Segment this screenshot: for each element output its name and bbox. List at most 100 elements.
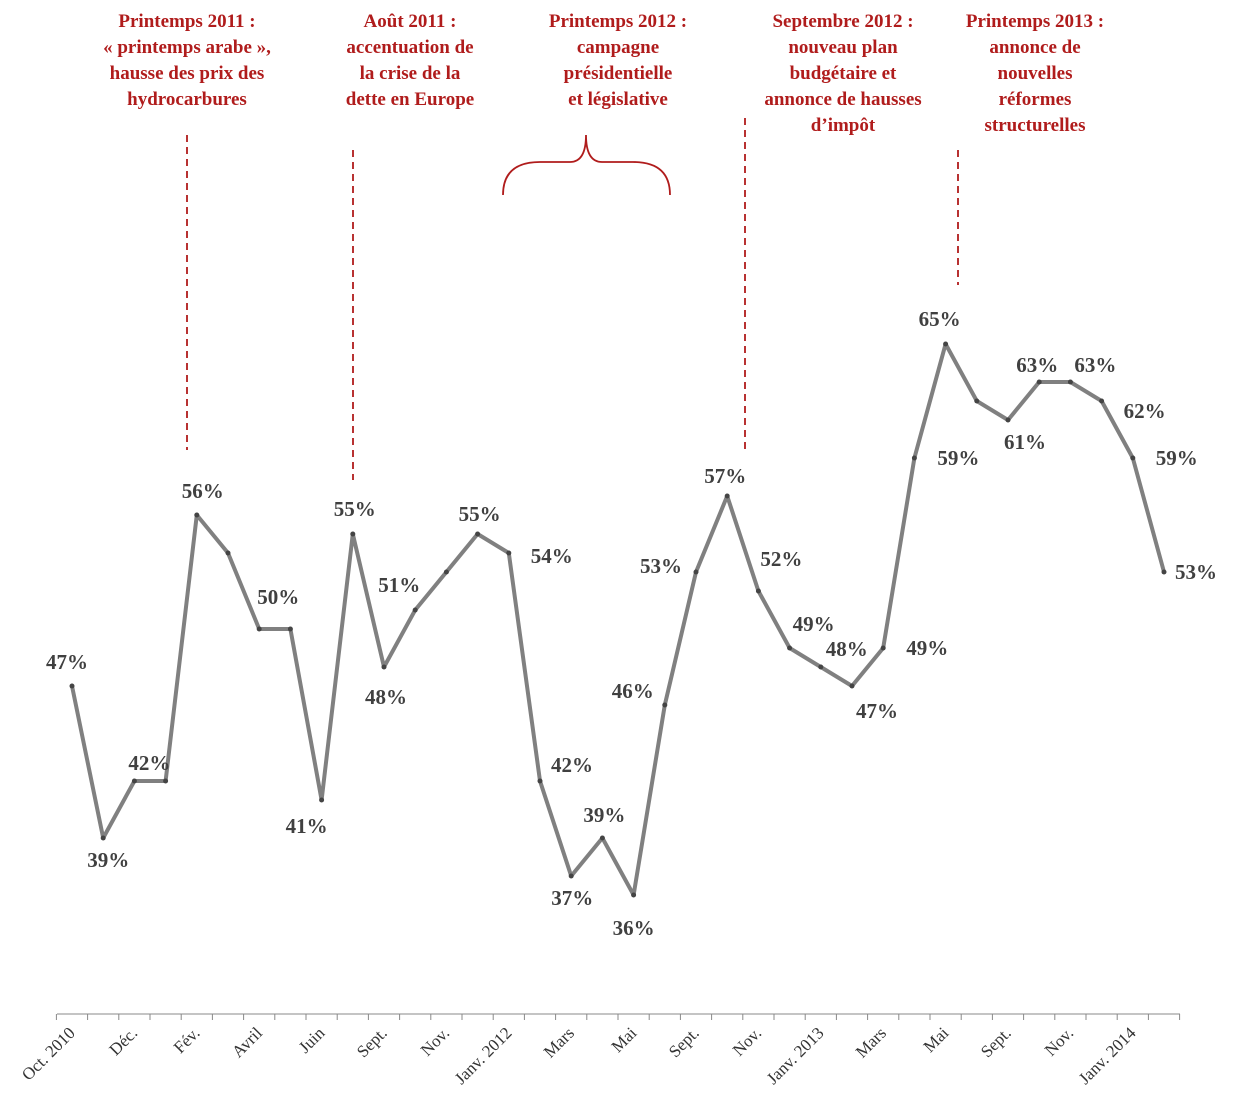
data-point bbox=[880, 645, 886, 651]
data-point bbox=[1036, 379, 1042, 385]
x-tick-label: Sept. bbox=[665, 1023, 703, 1061]
data-label: 56% bbox=[182, 479, 224, 503]
data-label: 36% bbox=[613, 916, 655, 940]
data-point bbox=[599, 835, 605, 841]
data-label: 42% bbox=[551, 753, 593, 777]
data-point bbox=[131, 778, 137, 784]
x-tick-label: Fév. bbox=[170, 1023, 204, 1057]
data-point bbox=[443, 569, 449, 575]
x-tick-label: Avril bbox=[228, 1023, 266, 1061]
x-tick-label: Janv. 2012 bbox=[451, 1023, 516, 1088]
data-point bbox=[1099, 398, 1105, 404]
annotation-text: et législative bbox=[568, 89, 668, 110]
data-point bbox=[631, 892, 637, 898]
annotation-text: annonce de bbox=[989, 37, 1080, 58]
data-label: 61% bbox=[1004, 430, 1046, 454]
data-point bbox=[194, 512, 200, 518]
annotation-text: structurelles bbox=[985, 115, 1086, 136]
data-point bbox=[69, 683, 75, 689]
annotation-text: hausse des prix des bbox=[110, 63, 265, 84]
data-label: 49% bbox=[793, 612, 835, 636]
data-label: 62% bbox=[1124, 399, 1166, 423]
data-label: 52% bbox=[760, 547, 802, 571]
annotation-text: hydrocarbures bbox=[127, 89, 247, 110]
data-point bbox=[662, 702, 668, 708]
data-point bbox=[350, 531, 356, 537]
data-point bbox=[287, 626, 293, 632]
x-tick-label: Nov. bbox=[729, 1023, 765, 1059]
data-point bbox=[974, 398, 980, 404]
data-label: 39% bbox=[583, 803, 625, 827]
data-label: 50% bbox=[257, 585, 299, 609]
data-label: 59% bbox=[937, 446, 979, 470]
data-point bbox=[319, 797, 325, 803]
data-label: 65% bbox=[919, 307, 961, 331]
data-label: 47% bbox=[856, 699, 898, 723]
annotation-text: budgétaire et bbox=[790, 63, 897, 84]
data-label: 46% bbox=[612, 679, 654, 703]
annotation-text: accentuation de bbox=[346, 37, 473, 58]
data-label: 47% bbox=[46, 650, 88, 674]
data-label: 41% bbox=[286, 814, 328, 838]
data-label: 63% bbox=[1074, 353, 1116, 377]
data-label: 54% bbox=[531, 544, 573, 568]
annotation-markers bbox=[186, 118, 959, 480]
data-point bbox=[818, 664, 824, 670]
x-tick-label: Nov. bbox=[1041, 1023, 1077, 1059]
data-point bbox=[163, 778, 169, 784]
data-label: 37% bbox=[551, 886, 593, 910]
data-label: 51% bbox=[378, 573, 420, 597]
data-label: 57% bbox=[704, 464, 746, 488]
data-point bbox=[693, 569, 699, 575]
data-label: 39% bbox=[87, 848, 129, 872]
x-tick-label: Sept. bbox=[353, 1023, 391, 1061]
data-point bbox=[724, 493, 730, 499]
data-point bbox=[537, 778, 543, 784]
annotation-text: campagne bbox=[577, 37, 659, 58]
data-point bbox=[412, 607, 418, 613]
x-tick-label: Juin bbox=[295, 1023, 329, 1057]
annotation-text: Printemps 2012 : bbox=[549, 11, 687, 32]
data-point bbox=[943, 341, 949, 347]
annotation-text: la crise de la bbox=[360, 63, 461, 84]
data-point bbox=[256, 626, 262, 632]
data-label: 53% bbox=[640, 554, 682, 578]
data-label: 55% bbox=[459, 502, 501, 526]
annotation-text: « printemps arabe », bbox=[103, 37, 271, 58]
annotation-text: présidentielle bbox=[564, 63, 673, 84]
data-label: 53% bbox=[1175, 560, 1217, 584]
x-tick-label: Nov. bbox=[417, 1023, 453, 1059]
data-point bbox=[475, 531, 481, 537]
annotation-text: Septembre 2012 : bbox=[772, 11, 913, 32]
annotation-text: Printemps 2011 : bbox=[118, 11, 255, 32]
annotation-text: réformes bbox=[999, 89, 1072, 110]
annotation-text: Printemps 2013 : bbox=[966, 11, 1104, 32]
x-tick-label: Déc. bbox=[105, 1023, 141, 1059]
data-point bbox=[381, 664, 387, 670]
annotation-text: nouveau plan bbox=[788, 37, 898, 58]
annotation-text: d’impôt bbox=[811, 115, 876, 136]
data-point bbox=[755, 588, 761, 594]
annotation-text: Août 2011 : bbox=[364, 11, 457, 32]
x-tick-label: Mai bbox=[608, 1023, 641, 1056]
data-label: 59% bbox=[1156, 446, 1198, 470]
data-point bbox=[787, 645, 793, 651]
data-label: 48% bbox=[365, 685, 407, 709]
annotation-text: annonce de hausses bbox=[764, 89, 921, 110]
data-point bbox=[225, 550, 231, 556]
data-point bbox=[100, 835, 106, 841]
annotation-text: dette en Europe bbox=[346, 89, 474, 110]
data-label: 48% bbox=[826, 637, 868, 661]
data-label: 63% bbox=[1016, 353, 1058, 377]
data-point bbox=[911, 455, 917, 461]
data-point bbox=[506, 550, 512, 556]
data-point bbox=[1005, 417, 1011, 423]
data-point bbox=[1161, 569, 1167, 575]
data-label: 42% bbox=[128, 751, 170, 775]
x-tick-label: Oct. 2010 bbox=[18, 1023, 79, 1084]
x-tick-label: Janv. 2014 bbox=[1075, 1023, 1140, 1088]
data-point bbox=[568, 873, 574, 879]
x-tick-label: Sept. bbox=[977, 1023, 1015, 1061]
x-tick-label: Janv. 2013 bbox=[763, 1023, 828, 1088]
